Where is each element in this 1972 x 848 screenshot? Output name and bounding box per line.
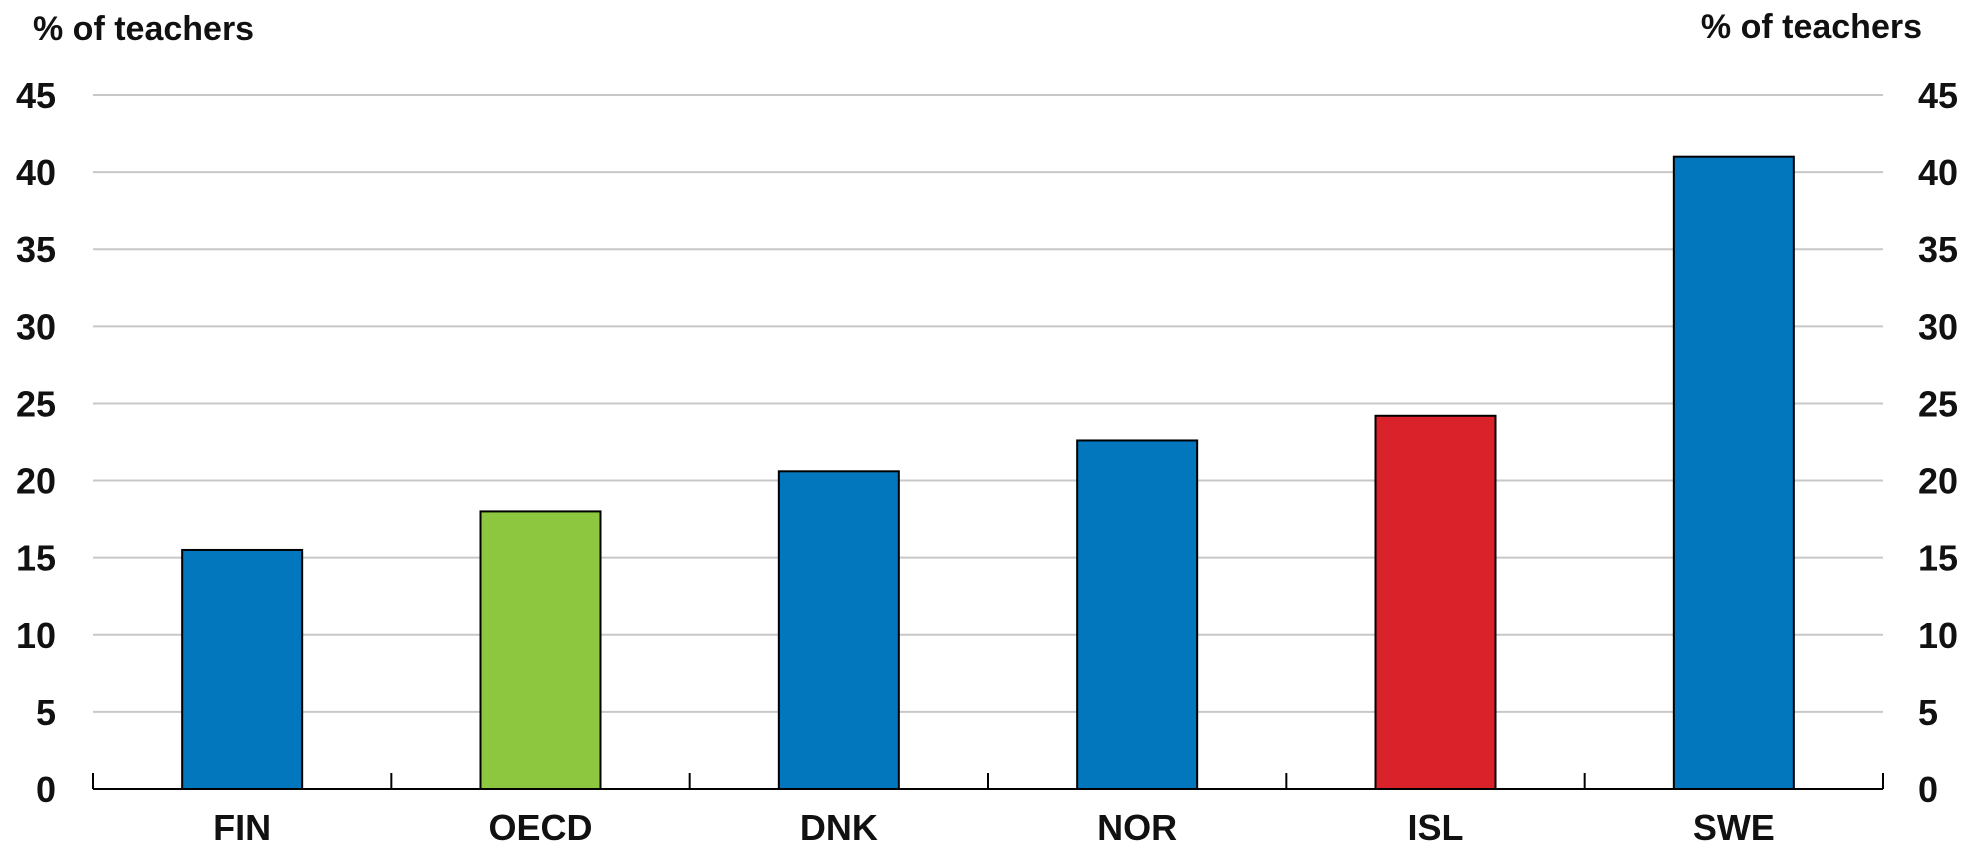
right-axis-unit-label: % of teachers <box>1701 8 1922 46</box>
left-y-tick-label: 40 <box>16 152 56 193</box>
right-y-tick-label: 0 <box>1918 769 1938 810</box>
left-y-tick-label: 0 <box>36 769 56 810</box>
left-axis-unit-label: % of teachers <box>33 10 254 48</box>
bar-nor <box>1076 439 1199 790</box>
left-y-tick-label: 5 <box>36 692 56 733</box>
bars <box>181 155 1795 791</box>
category-label-dnk: DNK <box>800 807 878 848</box>
gridlines <box>93 94 1883 713</box>
left-y-axis-ticks: 0 5 10 15 20 25 30 35 40 45 <box>16 75 56 810</box>
bar-fin <box>181 548 304 791</box>
category-label-nor: NOR <box>1097 807 1177 848</box>
category-label-fin: FIN <box>213 807 271 848</box>
right-y-tick-label: 30 <box>1918 306 1958 347</box>
right-y-tick-label: 15 <box>1918 538 1958 579</box>
category-labels: FIN OECD DNK NOR ISL SWE <box>213 807 1775 848</box>
right-y-axis-ticks: 0 5 10 15 20 25 30 35 40 45 <box>1918 75 1958 810</box>
right-y-tick-label: 40 <box>1918 152 1958 193</box>
category-label-oecd: OECD <box>488 807 592 848</box>
left-y-tick-label: 15 <box>16 538 56 579</box>
bar-swe <box>1672 155 1795 790</box>
left-y-tick-label: 10 <box>16 615 56 656</box>
category-label-isl: ISL <box>1407 807 1463 848</box>
left-y-tick-label: 45 <box>16 75 56 116</box>
bar-isl <box>1374 414 1497 790</box>
right-y-tick-label: 5 <box>1918 692 1938 733</box>
right-y-tick-label: 35 <box>1918 229 1958 270</box>
right-y-tick-label: 10 <box>1918 615 1958 656</box>
left-y-tick-label: 30 <box>16 306 56 347</box>
left-y-tick-label: 35 <box>16 229 56 270</box>
category-label-swe: SWE <box>1693 807 1775 848</box>
bar-dnk <box>777 470 900 790</box>
left-y-tick-label: 20 <box>16 461 56 502</box>
right-y-tick-label: 25 <box>1918 383 1958 424</box>
right-y-tick-label: 20 <box>1918 461 1958 502</box>
x-axis <box>92 773 1884 790</box>
bar-oecd <box>479 510 602 790</box>
right-y-tick-label: 45 <box>1918 75 1958 116</box>
left-y-tick-label: 25 <box>16 383 56 424</box>
